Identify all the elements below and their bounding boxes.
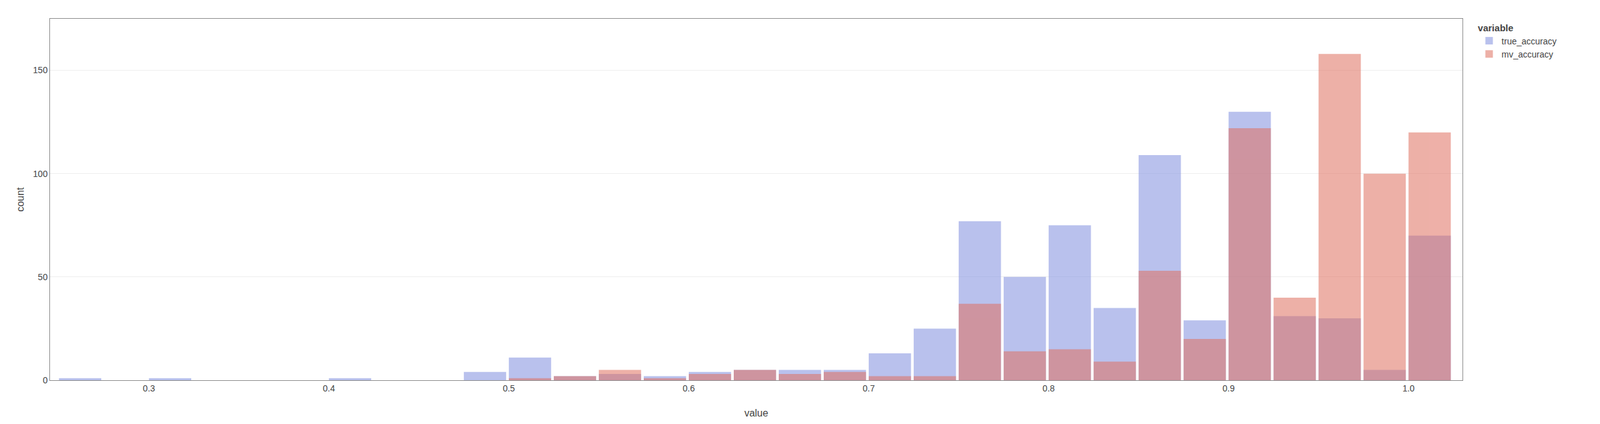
svg-text:true_accuracy: true_accuracy bbox=[1501, 36, 1557, 47]
svg-text:50: 50 bbox=[38, 271, 49, 282]
svg-text:0.4: 0.4 bbox=[323, 383, 336, 394]
svg-text:0.5: 0.5 bbox=[502, 383, 515, 394]
svg-text:150: 150 bbox=[33, 65, 49, 75]
svg-text:0.7: 0.7 bbox=[862, 383, 875, 394]
svg-text:0.3: 0.3 bbox=[143, 383, 156, 394]
svg-text:variable: variable bbox=[1478, 22, 1514, 34]
svg-text:0: 0 bbox=[42, 375, 48, 385]
svg-text:0.9: 0.9 bbox=[1222, 383, 1235, 394]
svg-text:0.6: 0.6 bbox=[682, 383, 695, 394]
svg-text:value: value bbox=[744, 407, 769, 419]
svg-text:1.0: 1.0 bbox=[1402, 383, 1415, 394]
svg-text:count: count bbox=[15, 186, 26, 212]
svg-text:100: 100 bbox=[33, 168, 49, 179]
svg-text:mv_accuracy: mv_accuracy bbox=[1501, 49, 1554, 60]
svg-text:0.8: 0.8 bbox=[1042, 383, 1055, 394]
